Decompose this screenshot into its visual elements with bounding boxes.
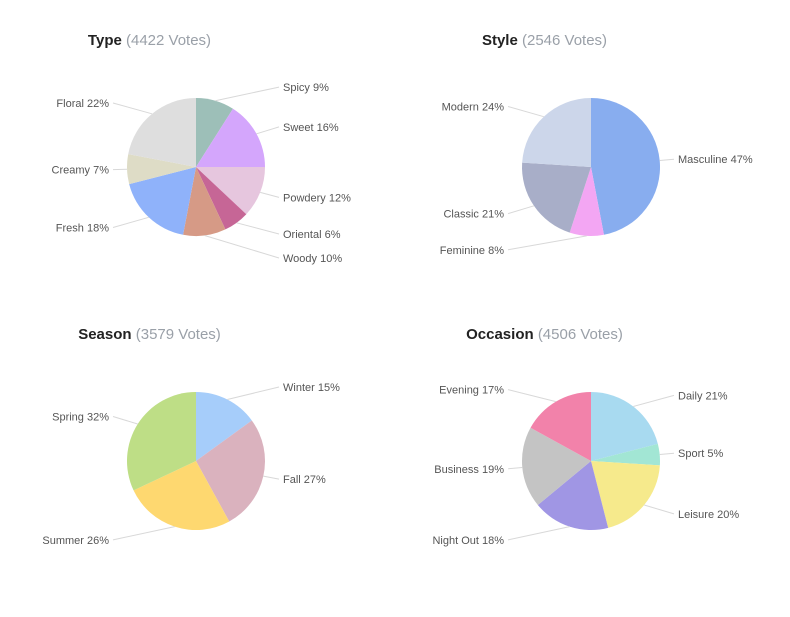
pie-slice-spring bbox=[127, 392, 196, 491]
pie-slice-modern bbox=[522, 98, 591, 167]
leader-line bbox=[644, 504, 675, 515]
data-label-creamy: Creamy 7% bbox=[52, 165, 110, 177]
pie-slice-business bbox=[521, 427, 591, 505]
pie-slice-oriental bbox=[196, 167, 247, 230]
data-label-winter: Winter 15% bbox=[283, 382, 340, 394]
leader-line bbox=[236, 222, 280, 235]
leader-line bbox=[260, 191, 280, 198]
leader-line bbox=[507, 389, 557, 403]
data-label-fresh: Fresh 18% bbox=[56, 223, 109, 235]
pie-slice-fall bbox=[196, 420, 266, 522]
pie-slice-spicy bbox=[196, 98, 233, 167]
pie-slice-floral bbox=[128, 98, 196, 167]
data-label-floral: Floral 22% bbox=[56, 98, 109, 110]
leader-line bbox=[507, 467, 523, 470]
pie-slice-winter bbox=[196, 392, 252, 461]
chart-panel-season: Season (3579 Votes) Winter 15% Fall 27% Sp… bbox=[0, 294, 395, 584]
pie-slice-daily bbox=[591, 392, 658, 461]
leader-line bbox=[263, 475, 280, 480]
data-label-daily: Daily 21% bbox=[678, 390, 728, 402]
data-label-sweet: Sweet 16% bbox=[283, 122, 339, 134]
data-label-spring: Spring 32% bbox=[52, 412, 109, 424]
data-label-classic: Classic 21% bbox=[443, 209, 504, 221]
leader-line bbox=[659, 158, 675, 161]
pie-slice-powdery bbox=[196, 167, 265, 215]
data-label-night-out: Night Out 18% bbox=[432, 535, 504, 547]
pie-chart-occasion: Daily 21% Sport 5% Leisure 20% Evening 17% B… bbox=[432, 385, 739, 547]
leader-line bbox=[507, 526, 570, 541]
data-label-woody: Woody 10% bbox=[283, 253, 342, 265]
leader-line bbox=[507, 205, 535, 215]
leader-line bbox=[659, 452, 675, 455]
data-label-modern: Modern 24% bbox=[442, 102, 505, 114]
chart-panel-style: Style (2546 Votes) Masculine 47% Modern 2… bbox=[395, 0, 790, 290]
chart-title-name: Season bbox=[78, 326, 132, 343]
leader-line bbox=[215, 86, 280, 102]
data-label-fall: Fall 27% bbox=[283, 474, 326, 486]
chart-vote-count: (4506 Votes) bbox=[537, 326, 623, 343]
leader-line bbox=[507, 106, 544, 118]
pie-slice-fresh bbox=[129, 167, 196, 235]
leader-line bbox=[112, 416, 138, 425]
leader-line bbox=[633, 394, 675, 407]
pie-slice-masculine bbox=[591, 98, 661, 235]
pie-chart-style: Masculine 47% Modern 24% Classic 21% Femini… bbox=[440, 98, 753, 257]
data-label-leisure: Leisure 20% bbox=[678, 509, 739, 521]
pie-chart-season: Winter 15% Fall 27% Spring 32% Summer 26% bbox=[42, 382, 340, 547]
pie-slice-night-out bbox=[537, 461, 609, 530]
chart-title: Occasion (4506 Votes) bbox=[347, 326, 742, 343]
data-label-spicy: Spicy 9% bbox=[283, 82, 329, 94]
leader-line bbox=[112, 526, 175, 541]
leader-line bbox=[112, 102, 153, 115]
pie-slice-sweet bbox=[196, 108, 265, 167]
data-label-summer: Summer 26% bbox=[42, 535, 109, 547]
leader-line bbox=[256, 126, 280, 135]
pie-slice-classic bbox=[522, 162, 591, 233]
leader-line bbox=[507, 235, 587, 251]
data-label-masculine: Masculine 47% bbox=[678, 154, 753, 166]
chart-vote-count: (2546 Votes) bbox=[521, 32, 608, 49]
leader-line bbox=[112, 216, 149, 228]
pie-slice-summer bbox=[133, 461, 230, 531]
leader-line bbox=[204, 235, 280, 259]
chart-vote-count: (3579 Votes) bbox=[135, 326, 221, 343]
pie-slice-creamy bbox=[126, 154, 196, 185]
pie-slice-feminine bbox=[569, 167, 604, 237]
chart-title: Style (2546 Votes) bbox=[347, 32, 742, 49]
data-label-powdery: Powdery 12% bbox=[283, 192, 351, 204]
chart-title-name: Style bbox=[481, 32, 518, 49]
chart-title: Season (3579 Votes) bbox=[0, 326, 347, 343]
data-label-business: Business 19% bbox=[434, 464, 504, 476]
chart-title-name: Occasion bbox=[466, 326, 534, 343]
pie-slice-woody bbox=[183, 167, 226, 237]
data-label-feminine: Feminine 8% bbox=[440, 245, 504, 257]
pie-slice-evening bbox=[530, 392, 591, 461]
data-label-oriental: Oriental 6% bbox=[283, 229, 341, 241]
chart-title-name: Type bbox=[87, 32, 122, 49]
pie-slice-sport bbox=[591, 443, 660, 466]
data-label-sport: Sport 5% bbox=[678, 448, 723, 460]
chart-vote-count: (4422 Votes) bbox=[126, 32, 212, 49]
pie-chart-type: Spicy 9% Sweet 16% Powdery 12% Oriental 6% W… bbox=[52, 82, 352, 265]
chart-title: Type (4422 Votes) bbox=[0, 32, 347, 49]
chart-panel-occasion: Occasion (4506 Votes) Daily 21% Sport 5% L… bbox=[395, 294, 790, 584]
pie-slice-leisure bbox=[591, 461, 660, 528]
leader-line bbox=[227, 386, 280, 400]
chart-panel-type: Type (4422 Votes) Spicy 9% Sweet 16% Powde… bbox=[0, 0, 395, 290]
data-label-evening: Evening 17% bbox=[439, 385, 504, 397]
